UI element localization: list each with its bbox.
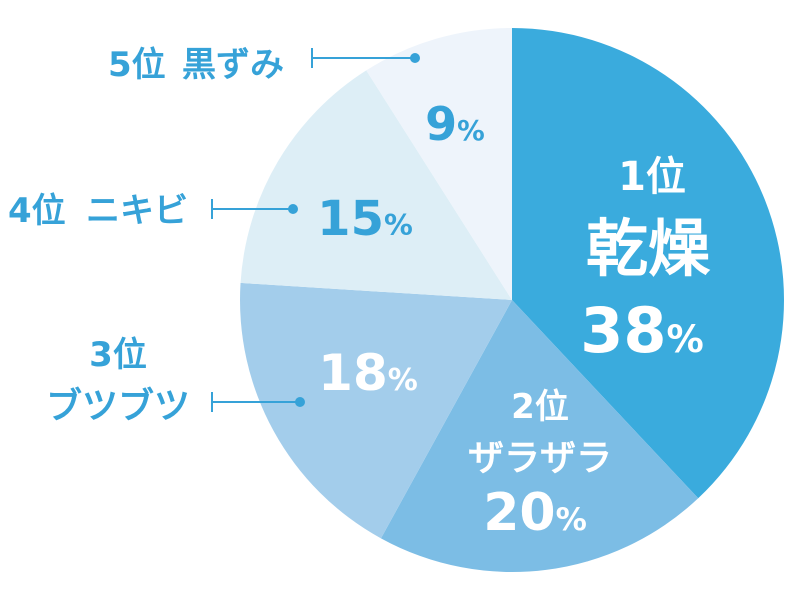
slice-5-rank: 5位: [108, 45, 166, 85]
slice-3-value: 18: [318, 344, 388, 402]
slice-3-percent-sign: %: [388, 363, 418, 398]
slice-1-rank: 1位: [618, 154, 686, 200]
slice-5-leader-line: [311, 48, 420, 68]
pie-slice-2: [380, 300, 699, 573]
slice-1-label: 乾燥: [586, 212, 711, 285]
pie-slice-5: [366, 27, 512, 300]
pie-slice-1: [512, 28, 785, 499]
slice-5-label: 黒ずみ: [182, 45, 284, 85]
slice-2-rank: 2位: [511, 387, 569, 427]
slice-5-percent: 9%: [425, 97, 485, 151]
slice-4-percent: 15%: [317, 191, 413, 247]
slice-4-label: ニキビ: [86, 191, 188, 231]
slice-3-leader-line: [211, 392, 305, 412]
slice-2-label: ザラザラ: [468, 438, 612, 479]
slice-2-percent: 20%: [483, 483, 587, 543]
slice-5-value: 9: [425, 97, 457, 151]
slice-3-percent: 18%: [318, 344, 418, 402]
slice-1-percent: 38%: [580, 294, 704, 367]
slice-1-value: 38: [580, 294, 666, 367]
slice-3-rank: 3位: [89, 335, 147, 375]
slice-3-label: ブツブツ: [46, 385, 190, 427]
slice-4-leader-line: [211, 199, 298, 219]
slice-4-rank: 4位: [8, 191, 66, 231]
slice-2-value: 20: [483, 483, 555, 543]
slice-4-value: 15: [317, 191, 384, 247]
pie-slice-3: [240, 282, 512, 539]
slice-4-percent-sign: %: [384, 208, 413, 242]
pie-slice-4: [240, 70, 513, 300]
slice-5-percent-sign: %: [457, 114, 485, 147]
slice-2-percent-sign: %: [556, 502, 587, 538]
slice-1-percent-sign: %: [667, 317, 704, 361]
